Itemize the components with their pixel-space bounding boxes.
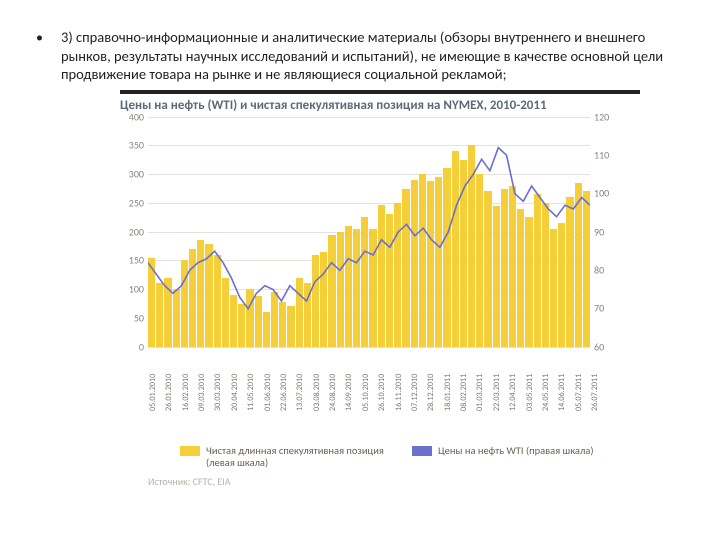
x-tick-label: 03.05.2011 (525, 373, 535, 410)
y-right-tick: 90 (594, 225, 620, 238)
chart-x-axis: 05.01.2010 26.01.2010 16.02.2010 09.03.2010… (148, 349, 590, 419)
y-right-tick: 70 (594, 302, 620, 315)
y-left-tick: 250 (120, 196, 144, 209)
x-tick-label: 01.03.2011 (475, 373, 485, 410)
x-tick-label: 24.08.2010 (328, 373, 338, 410)
chart-card: Цены на нефть (WTI) и чистая спекулятивн… (120, 90, 640, 488)
y-left-tick: 50 (120, 311, 144, 324)
x-tick-label: 05.07.2011 (574, 373, 584, 410)
x-tick-label: 20.04.2010 (230, 373, 240, 410)
x-tick-label: 16.11.2010 (394, 373, 404, 410)
x-tick-label: 08.02.2011 (459, 373, 469, 410)
x-tick-label: 28.12.2010 (426, 373, 436, 410)
chart-legend: Чистая длинная спекулятивная позиция (ле… (180, 445, 640, 469)
x-tick-label: 05.10.2010 (361, 373, 371, 410)
bullet-glyph: • (36, 28, 43, 84)
legend-line-swatch (412, 446, 432, 456)
bullet-item: • 3) справочно-информационные и аналитич… (36, 28, 684, 84)
x-tick-label: 13.07.2010 (295, 373, 305, 410)
x-tick-label: 26.01.2010 (164, 373, 174, 410)
chart-title: Цены на нефть (WTI) и чистая спекулятивн… (120, 90, 640, 115)
legend-line: Цены на нефть WTI (правая шкала) (412, 445, 594, 469)
y-left-tick: 350 (120, 139, 144, 152)
x-tick-label: 24.05.2011 (541, 373, 551, 410)
legend-bar-label: Чистая длинная спекулятивная позиция (ле… (206, 445, 390, 469)
x-tick-label: 22.06.2010 (279, 373, 289, 410)
x-tick-label: 16.02.2010 (181, 373, 191, 410)
y-left-tick: 150 (120, 254, 144, 267)
y-left-tick: 0 (120, 340, 144, 353)
x-tick-label: 14.09.2010 (344, 373, 354, 410)
y-right-tick: 120 (594, 110, 620, 123)
x-tick-label: 14.06.2011 (557, 373, 567, 410)
y-left-tick: 200 (120, 225, 144, 238)
y-left-tick: 100 (120, 283, 144, 296)
x-tick-label: 22.03.2011 (492, 373, 502, 410)
x-tick-label: 01.06.2010 (263, 373, 273, 410)
legend-bar: Чистая длинная спекулятивная позиция (ле… (180, 445, 390, 469)
x-tick-label: 26.07.2011 (590, 373, 600, 410)
x-tick-label: 03.08.2010 (312, 373, 322, 410)
body-text: 3) справочно-информационные и аналитичес… (61, 28, 684, 84)
x-tick-label: 09.03.2010 (197, 373, 207, 410)
x-tick-label: 18.01.2011 (443, 373, 453, 410)
x-tick-label: 26.10.2010 (377, 373, 387, 410)
y-right-tick: 100 (594, 187, 620, 200)
y-right-tick: 60 (594, 340, 620, 353)
y-left-tick: 400 (120, 110, 144, 123)
chart-line (148, 117, 590, 347)
x-tick-label: 12.04.2011 (508, 373, 518, 410)
x-tick-label: 05.01.2010 (148, 373, 158, 410)
y-left-tick: 300 (120, 168, 144, 181)
x-tick-label: 11.05.2010 (246, 373, 256, 410)
chart-plot-area: 050100150200250300350400 607080901001101… (120, 117, 620, 377)
legend-line-label: Цены на нефть WTI (правая шкала) (438, 445, 594, 457)
y-right-tick: 110 (594, 148, 620, 161)
x-tick-label: 30.03.2010 (213, 373, 223, 410)
chart-source: Источник: CFTC, EIA (148, 475, 640, 488)
y-right-tick: 80 (594, 263, 620, 276)
legend-bar-swatch (180, 446, 200, 456)
x-tick-label: 07.12.2010 (410, 373, 420, 410)
